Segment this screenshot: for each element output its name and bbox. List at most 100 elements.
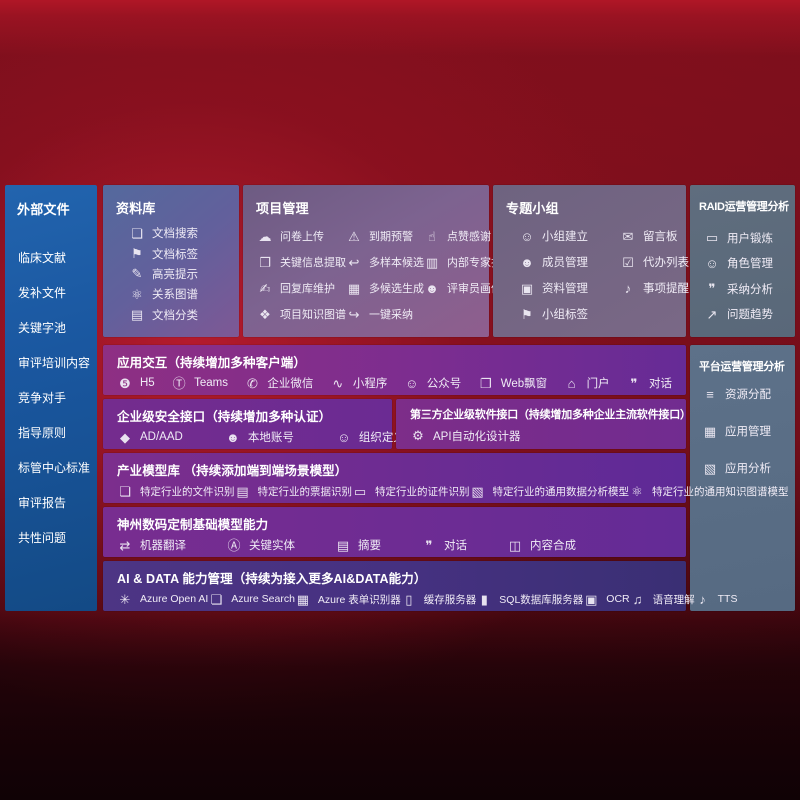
service-label: SQL数据库服务器 [499, 593, 584, 606]
feature-item: ▭ 用户锻炼 [704, 230, 795, 246]
row-thirdparty-items: ⚙ API自动化设计器 [396, 422, 686, 449]
client-item: ⌂ 门户 [564, 375, 610, 391]
summary-doc-icon: ▤ [336, 537, 350, 553]
panel-project-title: 项目管理 [256, 201, 309, 216]
openai-icon: ✳ [119, 591, 131, 607]
message-board-icon: ✉ [622, 228, 634, 244]
feature-label: 多样本候选 [369, 257, 424, 269]
relation-graph-icon: ⚛ [131, 286, 143, 302]
service-label: Azure Open AI [140, 593, 209, 605]
feature-item: ❞ 采纳分析 [704, 281, 795, 297]
row-security-items: ◆ AD/AAD ☻ 本地账号 ☺ 组织定义 [103, 425, 405, 449]
model-label: 特定行业的通用数据分析模型 [492, 485, 630, 498]
h5-icon: ❺ [119, 375, 131, 391]
client-label: 对话 [648, 378, 672, 390]
service-item: ▮ SQL数据库服务器 [476, 591, 584, 607]
sidebar-item-label: 指导原则 [18, 426, 67, 440]
capability-item: ▤ 摘要 [335, 537, 381, 553]
feature-label: 应用分析 [725, 463, 771, 475]
client-label: Web飘窗 [500, 378, 548, 390]
api-designer-icon: ⚙ [412, 428, 424, 443]
auth-item: ☻ 本地账号 [225, 429, 294, 445]
client-label: 企业微信 [267, 378, 314, 390]
highlight-pen-icon: ✎ [131, 266, 143, 282]
client-label: H5 [140, 377, 155, 389]
sidebar-item: 审评报告 [5, 485, 97, 520]
sidebar-external-files: 外部文件 临床文献 发补文件 关键字池 审评培训内容 [5, 185, 97, 611]
capability-label: 机器翻译 [140, 540, 186, 552]
sidebar-item: 标管中心标准 [5, 450, 97, 485]
feature-item: ⚛ 关系图谱 [129, 286, 239, 302]
feature-label: 成员管理 [542, 257, 588, 269]
feature-item: ❏ 文档搜索 [129, 225, 239, 241]
feature-label: 关键信息提取 [280, 257, 346, 269]
model-label: 特定行业的通用知识图谱模型 [652, 485, 789, 498]
member-manage-icon: ☻ [520, 254, 534, 270]
sidebar-item: 共性问题 [5, 520, 97, 555]
feature-item: ❐ 关键信息提取 [257, 254, 346, 270]
sidebar-item-label: 审评培训内容 [18, 356, 91, 370]
feature-label: 问卷上传 [280, 231, 324, 243]
wechat-work-icon: ✆ [246, 375, 258, 391]
feature-item: ⚑ 小组标签 [519, 306, 588, 322]
feature-label: 文档搜索 [152, 228, 198, 241]
grid-generate-icon: ▦ [347, 280, 361, 296]
ocr-icon: ▣ [585, 591, 598, 607]
service-label: TTS [717, 593, 738, 605]
app-grid-icon: ▦ [703, 423, 717, 439]
client-label: 公众号 [426, 378, 462, 390]
tts-icon: ♪ [699, 591, 706, 607]
service-label: OCR [606, 593, 630, 605]
feature-item: ☻ 评审员画像 [424, 280, 513, 296]
album-icon: ▣ [520, 280, 534, 296]
document-tag-icon: ⚑ [131, 246, 143, 262]
cache-server-icon: ▯ [405, 591, 413, 607]
feature-item: ❖ 项目知识图谱 [257, 306, 346, 322]
row-interaction-items: ❺ H5 Ⓣ Teams ✆ 企业微信 ∿ 小程序 [103, 371, 686, 395]
row-models-title: 产业模型库 （持续添加端到端场景模型） [117, 464, 348, 478]
feature-item: ✉ 留言板 [620, 228, 689, 244]
todo-list-icon: ☑ [622, 254, 634, 270]
client-item: ☺ 公众号 [404, 375, 462, 391]
service-label: Azure Search [231, 593, 295, 605]
file-recognize-icon: ❏ [119, 483, 131, 499]
data-analysis-model-icon: ▧ [471, 483, 484, 499]
sidebar-item: 指导原则 [5, 415, 97, 450]
web-window-icon: ❐ [479, 375, 492, 391]
service-item: ♪ TTS [695, 591, 738, 607]
certificate-recognize-icon: ▭ [353, 483, 367, 499]
feature-item: ✍ 回复库维护 [257, 280, 346, 296]
portal-icon: ⌂ [567, 375, 576, 391]
feature-label: 代办列表 [643, 257, 689, 269]
feature-label: 资源分配 [725, 389, 771, 401]
feature-label: 到期预警 [369, 231, 413, 243]
auth-label: 组织定义 [358, 432, 405, 444]
form-recognizer-icon: ▦ [296, 591, 310, 607]
sidebar-list: 临床文献 发补文件 关键字池 审评培训内容 竞争对手 [5, 240, 97, 555]
service-item: ✳ Azure Open AI [117, 591, 209, 607]
panel-project-items: ☁ 问卷上传 ❐ 关键信息提取 ✍ 回复库维护 ❖ 项目知识图谱 [243, 217, 514, 335]
arrow-adopt-icon: ↪ [348, 306, 360, 322]
service-label: Azure 表单识别器 [317, 593, 401, 606]
sidebar-title: 外部文件 [17, 202, 70, 217]
feature-item: ☺ 角色管理 [704, 255, 795, 271]
feature-item: ▦ 应用管理 [702, 423, 795, 439]
capability-label: 摘要 [358, 540, 381, 552]
sql-server-icon: ▮ [480, 591, 488, 607]
sidebar-item-label: 竞争对手 [18, 391, 67, 405]
row-app-interaction: 应用交互（持续增加多种客户端） ❺ H5 Ⓣ Teams ✆ 企业微信 [103, 345, 686, 395]
feature-item: ✎ 高亮提示 [129, 266, 239, 282]
model-item: ▭ 特定行业的证件识别 [352, 484, 470, 499]
key-info-extract-icon: ❐ [259, 254, 271, 270]
service-label: 语音理解 [652, 593, 695, 606]
person-portrait-icon: ☻ [425, 280, 439, 296]
feature-label: 项目知识图谱 [280, 309, 346, 321]
feature-label: 文档标签 [152, 248, 198, 261]
feature-label: 回复库维护 [280, 283, 335, 295]
azure-search-icon: ❏ [210, 591, 223, 607]
capability-label: 关键实体 [249, 540, 295, 552]
local-account-icon: ☻ [225, 429, 240, 445]
sidebar-item-label: 标管中心标准 [18, 461, 91, 475]
feature-label: 角色管理 [727, 258, 773, 271]
